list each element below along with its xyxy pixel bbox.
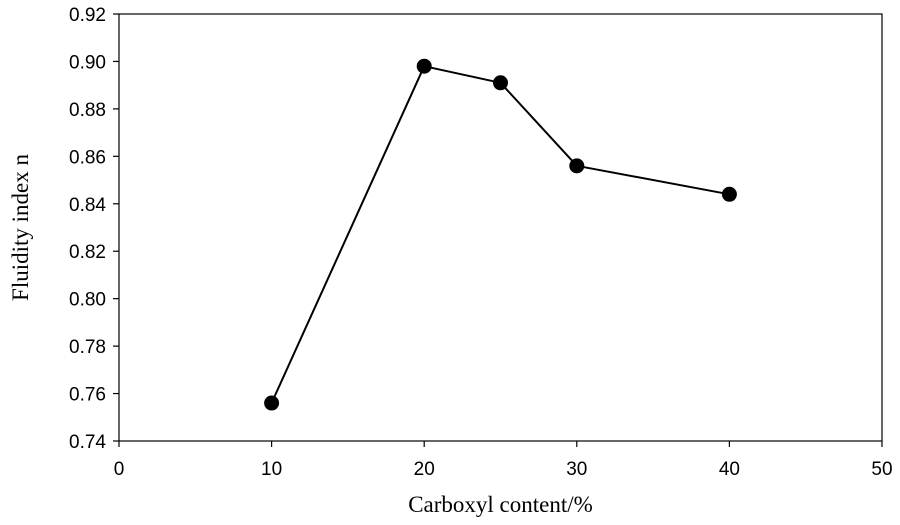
x-tick-label: 20 bbox=[414, 459, 435, 480]
y-tick-label: 0.76 bbox=[69, 385, 106, 406]
data-point bbox=[416, 58, 432, 74]
data-point bbox=[493, 75, 508, 91]
y-axis-ticks: 0.74 0.76 0.78 0.80 0.82 0.84 0.86 0.88 0.90 0.92 bbox=[69, 5, 119, 453]
x-axis-ticks: 0 10 20 30 40 50 bbox=[114, 441, 893, 480]
y-tick-label: 0.78 bbox=[69, 337, 106, 358]
x-tick-label: 40 bbox=[719, 459, 740, 480]
x-tick-label: 10 bbox=[261, 459, 282, 480]
plot-area-frame bbox=[118, 13, 883, 442]
y-tick-label: 0.90 bbox=[69, 52, 106, 73]
data-point bbox=[264, 395, 280, 411]
data-point bbox=[721, 186, 737, 202]
x-tick-label: 30 bbox=[566, 459, 587, 480]
y-tick-label: 0.88 bbox=[69, 100, 106, 121]
y-tick-label: 0.74 bbox=[69, 432, 106, 453]
series-group bbox=[264, 58, 737, 411]
y-tick-label: 0.82 bbox=[69, 242, 106, 263]
y-tick-label: 0.86 bbox=[69, 147, 106, 168]
x-axis-title: Carboxyl content/% bbox=[408, 492, 593, 517]
data-point bbox=[569, 158, 585, 174]
x-tick-label: 50 bbox=[871, 459, 892, 480]
y-tick-label: 0.92 bbox=[69, 5, 106, 26]
y-axis-title: Fluidity index n bbox=[8, 154, 33, 301]
y-tick-label: 0.84 bbox=[69, 195, 106, 216]
x-tick-label: 0 bbox=[114, 459, 125, 480]
y-tick-label: 0.80 bbox=[69, 290, 106, 311]
